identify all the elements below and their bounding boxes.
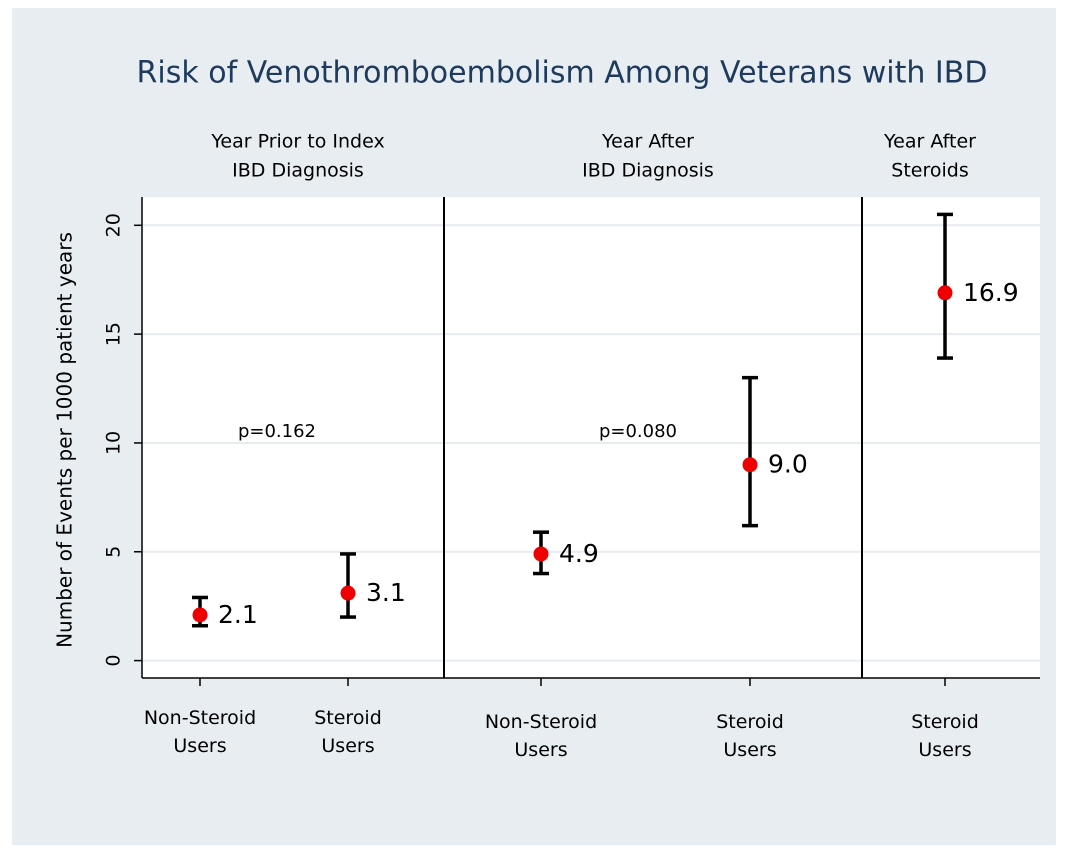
point (937, 285, 953, 301)
annotation: p=0.080 (599, 421, 677, 442)
value-label: 16.9 (963, 278, 1019, 307)
y-axis-label: Number of Events per 1000 patient years (53, 232, 77, 648)
value-label: 3.1 (366, 578, 406, 607)
point (742, 457, 758, 473)
y-tick-label: 10 (103, 431, 125, 455)
panel-title: Steroids (891, 160, 968, 182)
panel-title: Year After (883, 131, 976, 153)
point (340, 585, 356, 601)
x-tick-label: Non-Steroid Users (144, 707, 256, 757)
panel-title: IBD Diagnosis (582, 160, 714, 182)
y-tick-label: 5 (103, 546, 125, 558)
value-label: 2.1 (218, 600, 258, 629)
point (192, 607, 208, 623)
chart-title: Risk of Venothromboembolism Among Vetera… (137, 56, 988, 91)
panel-title: Year After (601, 131, 694, 153)
y-tick-label: 20 (103, 213, 125, 237)
point (533, 546, 549, 562)
x-tick-label: Steroid Users (911, 711, 979, 761)
x-tick-label: Steroid Users (314, 707, 382, 757)
x-tick-label: Steroid Users (716, 711, 784, 761)
plot-area (142, 197, 1040, 678)
panel-title: IBD Diagnosis (232, 160, 364, 182)
x-tick-label: Non-Steroid Users (485, 711, 597, 761)
value-label: 9.0 (768, 450, 808, 479)
value-label: 4.9 (559, 539, 599, 568)
y-tick-label: 0 (103, 655, 125, 667)
y-tick-label: 15 (103, 322, 125, 346)
annotation: p=0.162 (238, 421, 316, 442)
panel-title: Year Prior to Index (210, 131, 384, 153)
